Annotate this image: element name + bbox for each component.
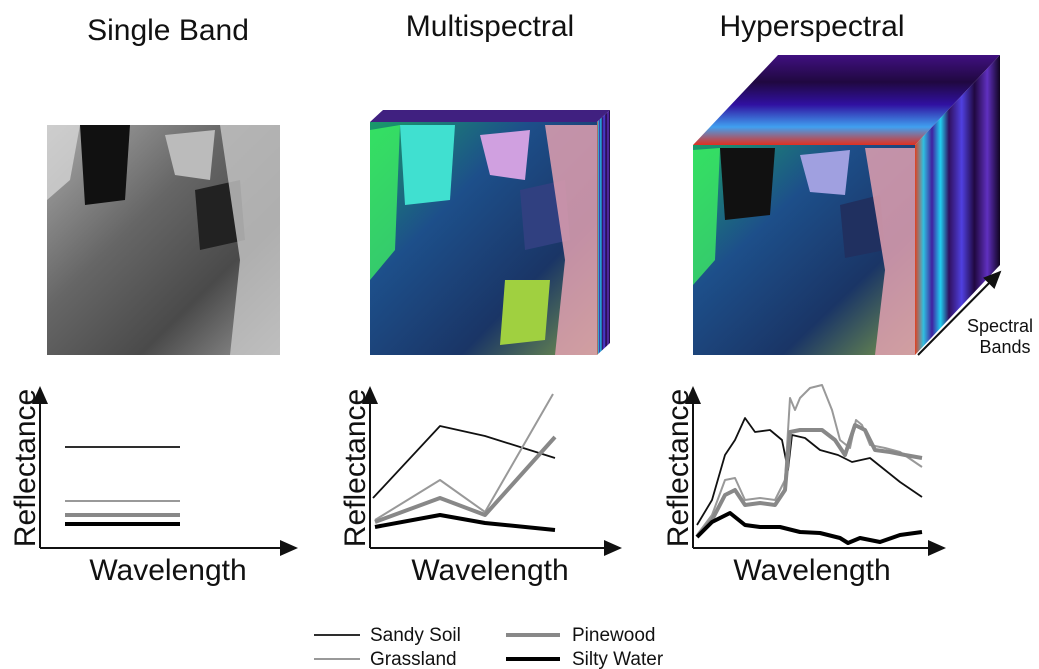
panel-title: Multispectral: [406, 10, 574, 43]
legend-label: Grassland: [370, 649, 457, 669]
y-axis-label: Reflectance: [339, 389, 372, 547]
legend: Sandy Soil Grassland Pinewood Silty Wate…: [314, 625, 664, 669]
spectral-label: Bands: [979, 337, 1030, 357]
multispectral-curves: [373, 394, 555, 530]
legend-label: Silty Water: [572, 649, 664, 669]
single-band-image: [47, 125, 280, 355]
x-axis-label: Wavelength: [411, 554, 568, 587]
panel-title: Single Band: [87, 14, 249, 47]
panel-title: Hyperspectral: [719, 10, 904, 43]
legend-label: Pinewood: [572, 625, 655, 646]
x-axis-label: Wavelength: [89, 554, 246, 587]
multispectral-image: [370, 110, 610, 355]
y-axis-label: Reflectance: [662, 389, 695, 547]
single-band-curves: [65, 447, 180, 524]
hyperspectral-image: [693, 55, 1000, 355]
spectral-label: Spectral: [967, 316, 1033, 336]
figure: Single Band Multispectral Hyperspectral …: [0, 0, 1039, 669]
x-axis-label: Wavelength: [733, 554, 890, 587]
hyperspectral-curves: [697, 385, 922, 543]
legend-label: Sandy Soil: [370, 625, 461, 646]
y-axis-label: Reflectance: [9, 389, 42, 547]
